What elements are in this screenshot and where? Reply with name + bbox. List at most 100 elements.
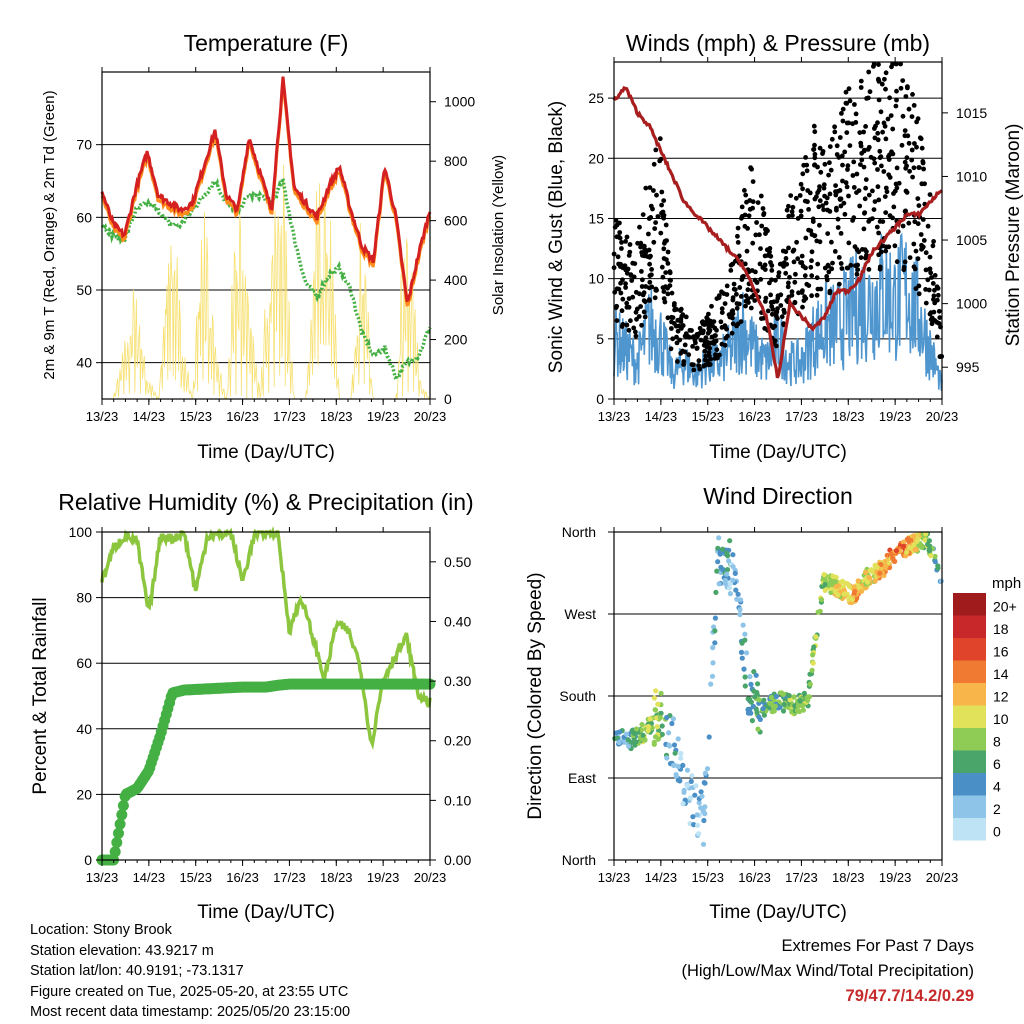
gust-point xyxy=(911,165,917,171)
gust-point xyxy=(832,249,838,254)
direction-point xyxy=(751,669,757,675)
direction-point xyxy=(713,589,719,596)
gust-point xyxy=(614,318,620,323)
precip-point xyxy=(117,800,129,812)
gust-point xyxy=(798,213,804,219)
gust-point xyxy=(923,267,929,273)
direction-point xyxy=(702,780,708,786)
gust-point xyxy=(825,231,831,237)
gust-point xyxy=(785,284,791,290)
gust-point xyxy=(746,300,751,305)
gust-point xyxy=(840,118,846,124)
gust-point xyxy=(865,95,871,101)
gust-point xyxy=(885,116,891,122)
winds-right-axis-label: Station Pressure (Maroon) xyxy=(1003,124,1024,347)
gust-point xyxy=(674,334,679,340)
gust-point xyxy=(864,249,869,255)
x-tick-label: 14/23 xyxy=(133,870,166,885)
gust-point xyxy=(730,315,735,321)
gust-point xyxy=(876,76,881,82)
gust-point xyxy=(661,215,667,221)
gust-point xyxy=(898,85,904,91)
gust-point xyxy=(894,185,900,191)
gust-point xyxy=(742,212,748,218)
gust-point xyxy=(690,344,695,349)
y-tick-label: 70 xyxy=(76,137,92,153)
gust-point xyxy=(832,129,838,135)
gust-point xyxy=(706,326,712,331)
gust-point xyxy=(871,207,877,213)
gust-point xyxy=(627,249,633,255)
gust-point xyxy=(631,325,637,331)
gust-point xyxy=(882,76,887,82)
extremes-values: 79/47.7/14.2/0.29 xyxy=(845,987,974,1005)
gust-point xyxy=(665,261,671,266)
gust-point xyxy=(876,230,881,236)
gust-point xyxy=(867,89,873,95)
gust-point xyxy=(719,325,725,330)
gust-point xyxy=(809,258,814,264)
gust-point xyxy=(701,342,707,348)
direction-point xyxy=(754,709,760,715)
gust-point xyxy=(705,330,711,336)
gust-point xyxy=(754,220,759,225)
gust-point xyxy=(846,193,851,199)
gust-point xyxy=(744,248,750,254)
direction-point xyxy=(795,703,802,709)
gust-point xyxy=(669,319,674,325)
gust-point xyxy=(935,285,941,291)
gust-point xyxy=(768,300,774,305)
gust-point xyxy=(775,316,780,321)
gust-point xyxy=(700,330,706,336)
direction-point xyxy=(704,766,711,772)
gust-point xyxy=(743,192,749,198)
gust-point xyxy=(906,220,912,226)
gust-point xyxy=(706,311,711,317)
direction-point xyxy=(733,587,739,593)
legend-label: 20+ xyxy=(993,599,1017,615)
y2-tick-label: 1000 xyxy=(444,94,475,110)
extremes-box: Extremes For Past 7 Days (High/Low/Max W… xyxy=(681,934,974,1009)
legend-swatch xyxy=(953,818,986,841)
gust-point xyxy=(722,342,728,348)
gust-point xyxy=(709,303,714,309)
y2-tick-label: 0 xyxy=(444,391,452,407)
gust-point xyxy=(858,140,864,146)
y-tick-label: 60 xyxy=(76,655,92,671)
gust-point xyxy=(680,348,685,354)
gust-point xyxy=(682,342,688,348)
gust-point xyxy=(795,256,801,262)
gust-point xyxy=(814,194,819,200)
gust-point xyxy=(911,241,917,247)
gust-point xyxy=(617,230,623,235)
gust-point xyxy=(914,119,919,125)
gust-point xyxy=(826,172,831,178)
gust-point xyxy=(776,270,782,275)
gust-point xyxy=(649,272,654,278)
legend-label: 10 xyxy=(993,711,1009,727)
direction-point xyxy=(878,561,884,568)
direction-point xyxy=(706,734,712,740)
direction-title: Wind Direction xyxy=(703,483,853,509)
gust-point xyxy=(843,180,849,186)
gust-point xyxy=(857,130,863,136)
gust-point xyxy=(932,273,938,278)
x-tick-label: 20/23 xyxy=(926,870,959,885)
gust-point xyxy=(894,259,900,265)
gust-point xyxy=(670,336,676,342)
gust-point xyxy=(746,213,752,219)
gust-point xyxy=(638,244,643,250)
gust-point xyxy=(763,231,768,237)
gust-point xyxy=(875,130,881,136)
gust-point xyxy=(669,290,675,296)
y2-tick-label: 1015 xyxy=(956,105,987,121)
direction-point xyxy=(724,550,730,556)
gust-point xyxy=(891,191,896,196)
y2-tick-label: 0.30 xyxy=(444,673,471,689)
gust-point xyxy=(910,174,915,180)
gust-point xyxy=(639,284,645,289)
direction-point xyxy=(756,697,762,703)
gust-point xyxy=(907,168,912,174)
direction-point xyxy=(700,841,707,847)
direction-point xyxy=(809,667,815,673)
